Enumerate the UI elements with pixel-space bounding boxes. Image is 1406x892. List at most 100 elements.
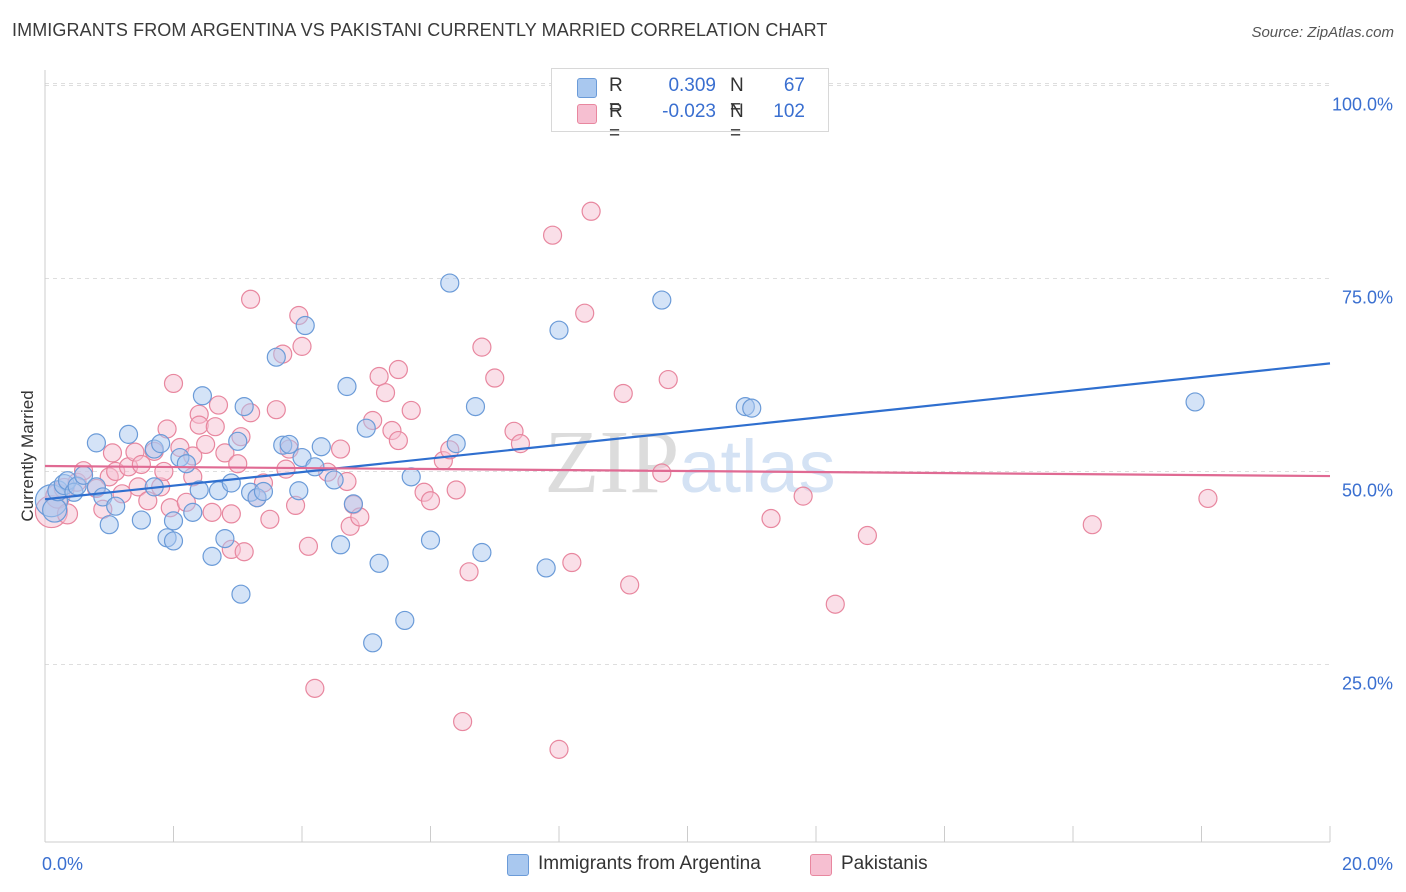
argentina-point	[295, 315, 315, 336]
pakistanis-point	[298, 536, 319, 556]
y-tick-label: 75.0%	[1342, 287, 1393, 307]
y-tick-label: 50.0%	[1342, 480, 1393, 500]
r-value: -0.023	[662, 101, 716, 122]
chart-title: IMMIGRANTS FROM ARGENTINA VS PAKISTANI C…	[12, 20, 828, 40]
argentina-point	[1185, 392, 1205, 412]
argentina-point	[253, 481, 274, 502]
y-tick-label: 25.0%	[1342, 673, 1393, 693]
argentina-point	[292, 447, 312, 468]
argentina-point	[189, 480, 209, 500]
r-label: R =	[609, 101, 623, 144]
pakistanis-point	[542, 225, 563, 245]
argentina-point	[266, 347, 286, 367]
pakistanis-point	[485, 368, 505, 388]
argentina-point	[86, 433, 107, 453]
pakistanis-point	[793, 486, 813, 506]
pakistanis-point	[562, 552, 582, 573]
pakistanis-point	[266, 400, 286, 420]
pakistanis-point	[620, 575, 640, 595]
argentina-point	[151, 434, 171, 454]
pakistanis-point	[163, 373, 184, 394]
axes	[44, 70, 1331, 843]
pakistanis-point	[234, 542, 254, 562]
pakistanis-point	[154, 461, 174, 482]
argentina-point	[465, 396, 486, 417]
legend-label-argentina: Immigrants from Argentina	[538, 853, 761, 874]
y-tick-label: 100.0%	[1332, 94, 1393, 114]
watermark: ZIPatlas	[544, 413, 835, 512]
pakistanis-point	[459, 562, 479, 582]
argentina-point	[176, 454, 196, 474]
pakistanis-point	[658, 369, 678, 390]
argentina-point	[742, 398, 762, 418]
legend-swatch-argentina	[507, 854, 529, 876]
pakistanis-trend-line	[44, 464, 1331, 478]
argentina-point	[118, 424, 139, 444]
legend-swatch-pakistanis	[810, 854, 832, 876]
argentina-point	[221, 473, 241, 493]
argentina-point	[131, 510, 151, 530]
stats-legend: R = 0.309 N = 67 R = -0.023 N = 102	[551, 68, 829, 144]
argentina-point	[549, 320, 569, 340]
pakistanis-point	[221, 504, 241, 524]
argentina-point	[356, 418, 376, 438]
argentina-point	[305, 457, 325, 477]
pakistanis-point	[549, 739, 569, 759]
argentina-point	[279, 434, 299, 455]
pakistanis-swatch	[577, 104, 597, 124]
tick-labels: 25.0% 50.0% 75.0% 100.0% 0.0% 20.0%	[42, 94, 1393, 874]
pakistanis-point	[260, 509, 280, 529]
r-value: 0.309	[668, 75, 716, 96]
argentina-point	[324, 470, 344, 490]
pakistanis-point	[1082, 515, 1102, 535]
pakistanis-point	[446, 480, 466, 500]
argentina-point	[440, 273, 460, 293]
gridlines	[45, 82, 1330, 665]
pakistanis-point	[189, 415, 209, 435]
pakistanis-point	[652, 463, 672, 483]
argentina-point	[337, 376, 357, 397]
argentina-point	[395, 610, 415, 631]
argentina-point	[231, 584, 251, 604]
pakistanis-point	[575, 303, 595, 323]
trend-lines	[44, 362, 1331, 501]
pakistanis-point	[202, 502, 222, 522]
series-legend: Immigrants from Argentina Pakistanis	[0, 852, 1406, 878]
pakistanis-point	[761, 508, 781, 529]
n-value: 102	[773, 101, 805, 122]
x-tick-label-max: 20.0%	[1342, 854, 1393, 874]
pakistanis-point	[208, 395, 229, 415]
watermark-zip: ZIP	[544, 413, 679, 512]
legend-label-pakistanis: Pakistanis	[841, 853, 928, 874]
argentina-swatch	[577, 78, 597, 98]
pakistanis-point	[825, 594, 845, 614]
pakistanis-point	[131, 454, 151, 475]
argentina-point	[192, 386, 213, 406]
pakistanis-point	[205, 417, 225, 437]
argentina-trend-line	[44, 362, 1331, 501]
pakistanis-point	[1198, 488, 1218, 509]
argentina-point	[369, 553, 389, 573]
argentina-point	[401, 467, 421, 487]
pakistanis-point	[401, 400, 421, 421]
n-value: 67	[783, 75, 805, 96]
argentina-points	[34, 273, 1205, 653]
source-credit: Source: ZipAtlas.com	[1251, 24, 1394, 41]
pakistanis-point	[305, 678, 325, 698]
argentina-point	[330, 535, 351, 555]
pakistanis-point	[102, 443, 123, 463]
pakistanis-point	[613, 383, 633, 404]
argentina-point	[183, 502, 203, 522]
pakistanis-point	[388, 430, 408, 451]
pakistanis-point	[472, 337, 492, 357]
n-label: N =	[730, 75, 744, 118]
pakistanis-point	[196, 434, 216, 455]
argentina-point	[202, 546, 222, 566]
argentina-point	[215, 529, 235, 549]
argentina-point	[652, 290, 672, 310]
pakistanis-point	[215, 443, 235, 463]
argentina-point	[234, 396, 254, 417]
pakistanis-point	[292, 336, 312, 356]
argentina-point	[289, 481, 309, 501]
